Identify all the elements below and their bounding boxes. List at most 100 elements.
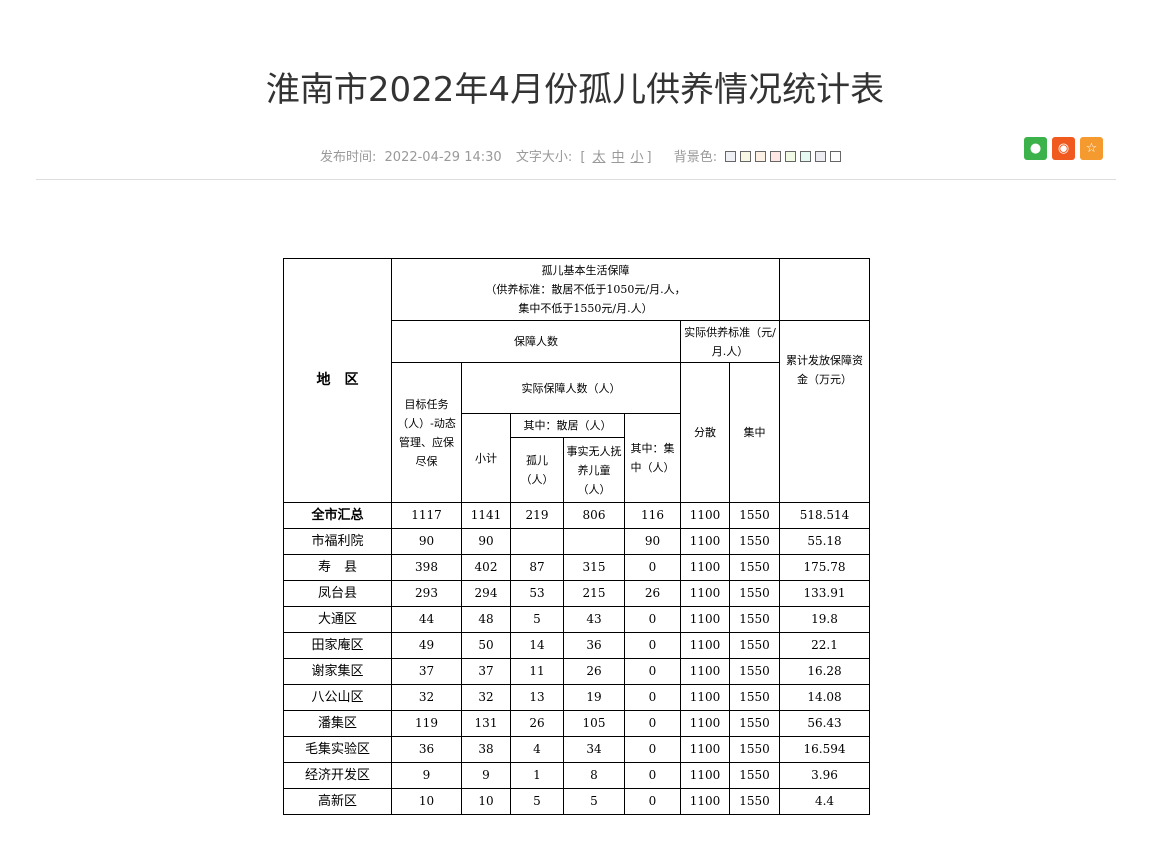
value-cell: 1100 [680, 606, 730, 633]
region-cell: 田家庵区 [283, 632, 392, 659]
table-row: 潘集区 119 131 26 105 0 1100 1550 56.43 [283, 710, 870, 737]
bracket: [ [580, 150, 586, 165]
value-cell: 1100 [680, 580, 730, 607]
value-cell: 1100 [680, 632, 730, 659]
region-cell: 市福利院 [283, 528, 392, 555]
value-cell: 1100 [680, 658, 730, 685]
font-size-small[interactable]: 小 [630, 150, 644, 165]
value-cell: 19.8 [779, 606, 870, 633]
weibo-share-icon[interactable]: ◉ [1052, 137, 1075, 160]
publish-label: 发布时间: [320, 150, 377, 165]
font-size-label: 文字大小: [515, 150, 573, 165]
value-cell: 0 [624, 684, 681, 711]
region-cell: 经济开发区 [283, 762, 392, 789]
value-cell: 36 [563, 632, 625, 659]
table-row: 毛集实验区 36 38 4 34 0 1100 1550 16.594 [283, 736, 870, 763]
value-cell: 14.08 [779, 684, 870, 711]
value-cell: 36 [391, 736, 462, 763]
value-cell: 34 [563, 736, 625, 763]
value-cell: 16.594 [779, 736, 870, 763]
header-empty [779, 258, 870, 321]
value-cell: 14 [510, 632, 564, 659]
bg-color-swatch[interactable] [770, 151, 782, 162]
page-title: 淮南市2022年4月份孤儿供养情况统计表 [265, 70, 885, 110]
font-size-medium[interactable]: 中 [611, 150, 625, 165]
value-cell: 0 [624, 658, 681, 685]
value-cell: 1550 [729, 762, 780, 789]
value-cell: 1550 [729, 580, 780, 607]
favorite-star-icon[interactable]: ☆ [1080, 137, 1103, 160]
value-cell: 1100 [680, 788, 730, 815]
value-cell [563, 528, 625, 555]
value-cell: 294 [461, 580, 511, 607]
value-cell: 1 [510, 762, 564, 789]
value-cell: 37 [461, 658, 511, 685]
value-cell: 56.43 [779, 710, 870, 737]
wechat-share-icon[interactable]: ● [1024, 137, 1047, 160]
table-row: 市福利院 90 90 90 1100 1550 55.18 [283, 528, 870, 555]
value-cell: 90 [461, 528, 511, 555]
value-cell: 1550 [729, 632, 780, 659]
value-cell: 1550 [729, 502, 780, 529]
font-size-large[interactable]: 太 [592, 150, 606, 165]
value-cell: 19 [563, 684, 625, 711]
value-cell: 175.78 [779, 554, 870, 581]
value-cell: 43 [563, 606, 625, 633]
value-cell: 87 [510, 554, 564, 581]
bg-color-swatch[interactable] [785, 151, 797, 162]
header-main-standard-1: （供养标准：散居不低于1050元/月.人， [485, 283, 686, 296]
region-cell: 高新区 [283, 788, 392, 815]
value-cell: 1550 [729, 528, 780, 555]
value-cell: 37 [391, 658, 462, 685]
value-cell: 1100 [680, 710, 730, 737]
table-row: 寿 县 398 402 87 315 0 1100 1550 175.78 [283, 554, 870, 581]
header-basic-guarantee: 孤儿基本生活保障 （供养标准：散居不低于1050元/月.人， 集中不低于1550… [391, 258, 780, 321]
value-cell: 32 [391, 684, 462, 711]
value-cell: 26 [563, 658, 625, 685]
table-row: 全市汇总 1117 1141 219 806 116 1100 1550 518.514 [283, 502, 870, 529]
header-central-standard: 集中 [729, 362, 780, 503]
header-people: 保障人数 [391, 320, 681, 363]
region-cell: 潘集区 [283, 710, 392, 737]
value-cell: 1550 [729, 684, 780, 711]
value-cell: 133.91 [779, 580, 870, 607]
value-cell: 5 [510, 606, 564, 633]
value-cell: 1550 [729, 788, 780, 815]
value-cell: 398 [391, 554, 462, 581]
header-defacto: 事实无人抚养儿童（人） [563, 437, 625, 503]
header-target: 目标任务（人）-动态管理、应保尽保 [391, 362, 462, 503]
bg-color-swatch[interactable] [800, 151, 812, 162]
bg-color-label: 背景色: [673, 150, 718, 165]
header-central: 其中：集中（人） [624, 413, 681, 503]
value-cell: 0 [624, 736, 681, 763]
value-cell: 1550 [729, 736, 780, 763]
bg-color-swatch[interactable] [725, 151, 737, 162]
value-cell: 119 [391, 710, 462, 737]
value-cell: 32 [461, 684, 511, 711]
header-standard: 实际供养标准（元/月.人） [680, 320, 780, 363]
value-cell: 105 [563, 710, 625, 737]
table-row: 谢家集区 37 37 11 26 0 1100 1550 16.28 [283, 658, 870, 685]
region-cell: 凤台县 [283, 580, 392, 607]
value-cell: 9 [461, 762, 511, 789]
bg-color-swatch[interactable] [755, 151, 767, 162]
bg-color-swatch[interactable] [830, 151, 842, 162]
value-cell: 4 [510, 736, 564, 763]
value-cell: 49 [391, 632, 462, 659]
bg-color-swatches [725, 150, 845, 165]
region-cell: 寿 县 [283, 554, 392, 581]
value-cell: 50 [461, 632, 511, 659]
value-cell: 293 [391, 580, 462, 607]
value-cell: 48 [461, 606, 511, 633]
value-cell: 8 [563, 762, 625, 789]
header-region: 地 区 [283, 258, 392, 503]
value-cell: 0 [624, 710, 681, 737]
share-buttons: ● ◉ ☆ [1024, 137, 1103, 160]
bg-color-swatch[interactable] [740, 151, 752, 162]
region-cell: 全市汇总 [283, 502, 392, 529]
value-cell: 806 [563, 502, 625, 529]
value-cell: 26 [510, 710, 564, 737]
value-cell: 16.28 [779, 658, 870, 685]
region-cell: 谢家集区 [283, 658, 392, 685]
bg-color-swatch[interactable] [815, 151, 827, 162]
